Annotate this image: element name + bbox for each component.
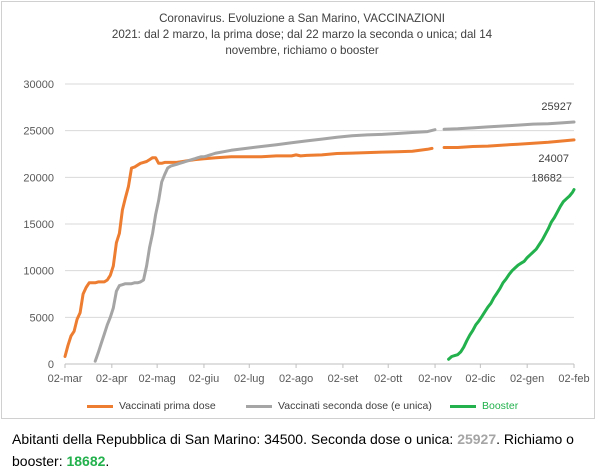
legend-item-booster: Booster [450, 400, 518, 412]
y-tick-label: 5000 [30, 312, 54, 324]
x-tick-label: 02-apr [96, 373, 128, 385]
y-tick-label: 15000 [23, 219, 54, 231]
x-tick-label: 02-feb [558, 373, 589, 385]
chart-frame: Coronavirus. Evoluzione a San Marino, VA… [1, 1, 595, 419]
data-label-end-1: 24007 [538, 153, 569, 165]
series-line-1 [63, 146, 434, 358]
x-tick-label: 02-dic [465, 373, 495, 385]
legend-swatch-second-dose [246, 404, 272, 408]
data-label-end-3: 18682 [531, 173, 562, 185]
y-tick-label: 25000 [23, 126, 54, 138]
x-tick-label: 02-ago [279, 373, 313, 385]
legend-label-booster: Booster [482, 400, 519, 412]
y-tick-label: 0 [48, 359, 54, 371]
caption-suffix: . [105, 453, 110, 469]
x-tick-label: 02-giu [189, 373, 220, 385]
legend-label-first-dose: Vaccinati prima dose [119, 400, 216, 412]
legend-item-first-dose: Vaccinati prima dose [87, 400, 216, 412]
legend-swatch-first-dose [87, 404, 113, 408]
legend-item-second-dose: Vaccinati seconda dose (e unica) [246, 400, 432, 412]
x-tick-label: 02-nov [418, 373, 452, 385]
chart-legend: Vaccinati prima dose Vaccinati seconda d… [2, 400, 596, 416]
legend-label-second-dose: Vaccinati seconda dose (e unica) [278, 400, 432, 412]
y-tick-label: 10000 [23, 266, 54, 278]
caption-second-dose-value: 25927 [457, 431, 497, 447]
legend-swatch-booster [450, 404, 476, 408]
caption-booster-value: 18682 [66, 453, 106, 469]
series-line-1 [442, 138, 576, 149]
chart-title: Coronavirus. Evoluzione a San Marino, VA… [42, 11, 562, 59]
caption-text: Abitanti della Repubblica di San Marino:… [12, 428, 592, 472]
chart-title-line-3: novembre, richiamo o booster [225, 44, 379, 57]
x-tick-label: 02-set [328, 373, 359, 385]
chart-plot: 0 5000 10000 15000 20000 25000 30000 02-mar 02-a… [23, 79, 589, 385]
x-tick-label: 02-gen [510, 373, 544, 385]
x-tick-label: 02-lug [234, 373, 265, 385]
x-tick-label: 02-mag [138, 373, 175, 385]
series-line-2 [442, 120, 576, 131]
caption-middle: . Richiamo o booster: [12, 431, 574, 469]
chart-title-line-2: 2021: dal 2 marzo, la prima dose; dal 22… [111, 28, 493, 41]
y-tick-label: 20000 [23, 172, 54, 184]
series-line-3 [447, 188, 576, 361]
series-line-2 [93, 128, 437, 363]
x-tick-label: 02-mar [48, 373, 83, 385]
data-label-end-2: 25927 [541, 101, 572, 113]
x-tick-label: 02-ott [374, 373, 402, 385]
caption-prefix: Abitanti della Repubblica di San Marino:… [12, 431, 458, 447]
chart-title-line-1: Coronavirus. Evoluzione a San Marino, VA… [159, 12, 445, 25]
y-tick-label: 30000 [23, 79, 54, 91]
